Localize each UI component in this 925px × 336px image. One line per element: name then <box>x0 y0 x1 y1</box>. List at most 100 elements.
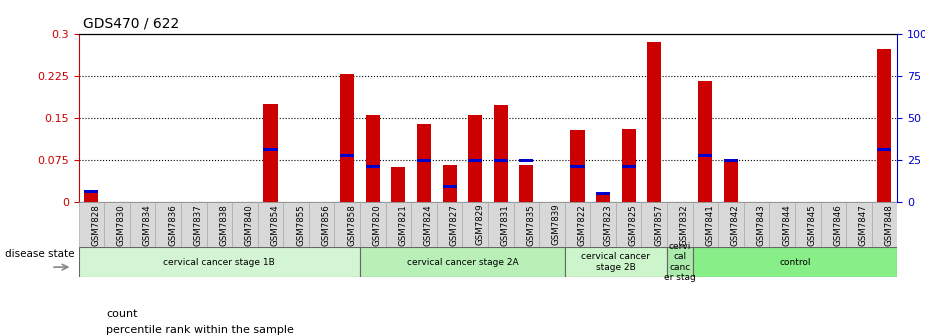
FancyBboxPatch shape <box>846 202 871 247</box>
Text: GSM7838: GSM7838 <box>219 204 228 246</box>
Bar <box>878 148 892 151</box>
Text: GSM7821: GSM7821 <box>399 204 407 246</box>
Text: GSM7837: GSM7837 <box>193 204 203 246</box>
Text: GSM7845: GSM7845 <box>808 204 817 246</box>
Bar <box>391 167 405 202</box>
FancyBboxPatch shape <box>232 202 258 247</box>
FancyBboxPatch shape <box>437 202 462 247</box>
FancyBboxPatch shape <box>513 202 539 247</box>
Bar <box>84 192 98 202</box>
FancyBboxPatch shape <box>309 202 335 247</box>
Text: GSM7847: GSM7847 <box>859 204 868 246</box>
Bar <box>622 129 635 202</box>
Text: GSM7831: GSM7831 <box>500 204 510 246</box>
Text: count: count <box>106 309 138 319</box>
Text: GSM7846: GSM7846 <box>833 204 843 246</box>
FancyBboxPatch shape <box>105 202 130 247</box>
Bar <box>442 165 457 202</box>
Text: GSM7836: GSM7836 <box>168 204 178 246</box>
Bar <box>340 154 354 157</box>
Bar <box>698 81 712 202</box>
Bar <box>442 185 457 188</box>
FancyBboxPatch shape <box>130 202 155 247</box>
FancyBboxPatch shape <box>283 202 309 247</box>
Text: GSM7834: GSM7834 <box>142 204 152 246</box>
Text: cervi
cal
canc
er stag: cervi cal canc er stag <box>664 242 696 282</box>
FancyBboxPatch shape <box>590 202 616 247</box>
Text: percentile rank within the sample: percentile rank within the sample <box>106 325 294 335</box>
Bar <box>571 130 585 202</box>
Text: control: control <box>779 258 810 266</box>
Bar <box>365 165 380 168</box>
Bar <box>724 159 738 162</box>
Bar <box>596 193 611 202</box>
FancyBboxPatch shape <box>360 202 386 247</box>
FancyBboxPatch shape <box>871 202 897 247</box>
FancyBboxPatch shape <box>206 202 232 247</box>
FancyBboxPatch shape <box>79 202 105 247</box>
Bar <box>417 124 431 202</box>
FancyBboxPatch shape <box>744 202 770 247</box>
Text: disease state: disease state <box>5 249 74 259</box>
FancyBboxPatch shape <box>667 247 693 277</box>
Text: GSM7829: GSM7829 <box>475 204 484 246</box>
Bar <box>622 165 635 168</box>
Bar <box>519 159 534 162</box>
FancyBboxPatch shape <box>335 202 360 247</box>
FancyBboxPatch shape <box>360 247 564 277</box>
Bar <box>494 105 508 202</box>
FancyBboxPatch shape <box>667 202 693 247</box>
Text: GSM7820: GSM7820 <box>373 204 382 246</box>
FancyBboxPatch shape <box>693 247 897 277</box>
Text: GSM7843: GSM7843 <box>757 204 766 246</box>
Bar <box>340 74 354 202</box>
Bar <box>417 159 431 162</box>
FancyBboxPatch shape <box>770 202 795 247</box>
Text: GSM7857: GSM7857 <box>654 204 663 246</box>
Text: GSM7830: GSM7830 <box>117 204 126 246</box>
FancyBboxPatch shape <box>181 202 206 247</box>
Text: GSM7828: GSM7828 <box>92 204 101 246</box>
FancyBboxPatch shape <box>718 202 744 247</box>
Text: GSM7832: GSM7832 <box>680 204 689 246</box>
FancyBboxPatch shape <box>616 202 641 247</box>
Bar <box>264 148 278 151</box>
FancyBboxPatch shape <box>79 247 360 277</box>
Bar <box>648 42 661 202</box>
Bar <box>365 115 380 202</box>
Bar <box>468 159 482 162</box>
Bar <box>84 190 98 193</box>
FancyBboxPatch shape <box>641 202 667 247</box>
FancyBboxPatch shape <box>564 247 667 277</box>
Bar <box>724 161 738 202</box>
Bar <box>494 159 508 162</box>
FancyBboxPatch shape <box>564 202 590 247</box>
Text: GSM7835: GSM7835 <box>526 204 536 246</box>
Text: GSM7839: GSM7839 <box>552 204 561 246</box>
FancyBboxPatch shape <box>155 202 181 247</box>
Text: GDS470 / 622: GDS470 / 622 <box>83 17 179 31</box>
Text: cervical cancer stage 1B: cervical cancer stage 1B <box>164 258 276 266</box>
Text: GSM7856: GSM7856 <box>322 204 330 246</box>
Text: GSM7842: GSM7842 <box>731 204 740 246</box>
Bar <box>596 192 611 195</box>
FancyBboxPatch shape <box>462 202 488 247</box>
Text: GSM7848: GSM7848 <box>884 204 894 246</box>
FancyBboxPatch shape <box>820 202 846 247</box>
Text: GSM7827: GSM7827 <box>450 204 459 246</box>
Text: cervical cancer
stage 2B: cervical cancer stage 2B <box>581 252 650 272</box>
Text: GSM7844: GSM7844 <box>783 204 791 246</box>
Text: GSM7823: GSM7823 <box>603 204 612 246</box>
FancyBboxPatch shape <box>693 202 718 247</box>
Text: cervical cancer stage 2A: cervical cancer stage 2A <box>407 258 518 266</box>
FancyBboxPatch shape <box>539 202 564 247</box>
Text: GSM7854: GSM7854 <box>270 204 279 246</box>
FancyBboxPatch shape <box>488 202 513 247</box>
Text: GSM7858: GSM7858 <box>347 204 356 246</box>
Text: GSM7825: GSM7825 <box>629 204 637 246</box>
Text: GSM7841: GSM7841 <box>706 204 714 246</box>
Text: GSM7855: GSM7855 <box>296 204 305 246</box>
Text: GSM7824: GSM7824 <box>424 204 433 246</box>
Bar <box>878 49 892 202</box>
FancyBboxPatch shape <box>258 202 283 247</box>
